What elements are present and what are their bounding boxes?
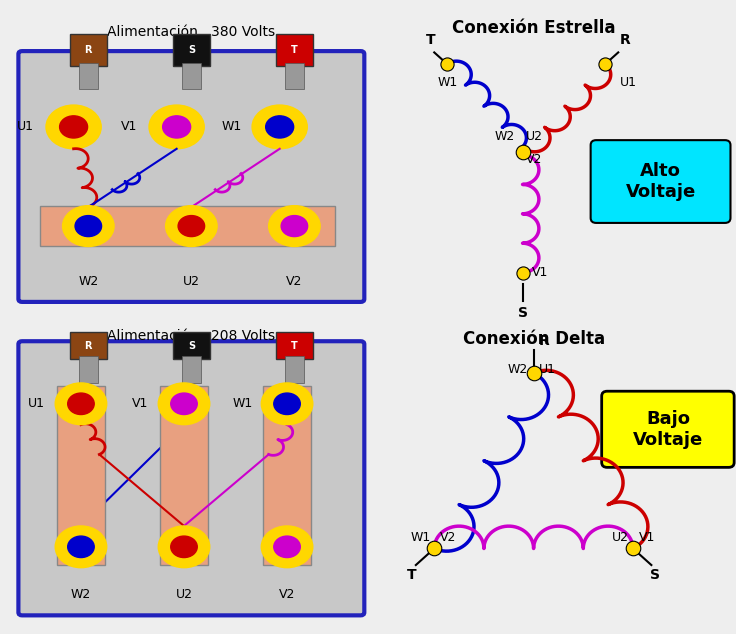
Circle shape xyxy=(281,216,308,236)
Text: W2: W2 xyxy=(495,131,515,143)
Text: U2: U2 xyxy=(526,131,543,143)
Text: V1: V1 xyxy=(639,531,655,543)
Text: T: T xyxy=(425,34,436,48)
Bar xyxy=(285,63,304,89)
Text: U2: U2 xyxy=(183,275,200,288)
Text: R: R xyxy=(85,340,92,351)
Text: U1: U1 xyxy=(620,75,637,89)
Text: R: R xyxy=(620,34,631,48)
Circle shape xyxy=(261,526,313,567)
Bar xyxy=(285,356,304,383)
FancyBboxPatch shape xyxy=(18,341,364,616)
FancyBboxPatch shape xyxy=(18,51,364,302)
Text: W1: W1 xyxy=(222,120,242,133)
Text: W2: W2 xyxy=(508,363,528,376)
Text: W1: W1 xyxy=(438,75,459,89)
Text: W1: W1 xyxy=(410,531,431,543)
Text: U2: U2 xyxy=(612,531,629,543)
Text: V1: V1 xyxy=(531,266,548,279)
Circle shape xyxy=(171,536,197,557)
Circle shape xyxy=(274,393,300,415)
Text: S: S xyxy=(650,568,660,583)
Bar xyxy=(57,386,105,565)
Circle shape xyxy=(60,116,88,138)
Circle shape xyxy=(163,116,191,138)
Circle shape xyxy=(171,393,197,415)
Point xyxy=(599,59,611,69)
Point xyxy=(442,59,453,69)
Text: V2: V2 xyxy=(439,531,456,543)
Circle shape xyxy=(178,216,205,236)
Bar xyxy=(263,386,311,565)
Bar xyxy=(70,34,107,66)
Text: Alto
Voltaje: Alto Voltaje xyxy=(626,162,696,201)
Circle shape xyxy=(55,383,107,425)
Point xyxy=(428,543,440,553)
Circle shape xyxy=(158,383,210,425)
Text: V2: V2 xyxy=(286,275,302,288)
Circle shape xyxy=(55,526,107,567)
Bar xyxy=(173,332,210,359)
Bar xyxy=(70,332,107,359)
Circle shape xyxy=(158,526,210,567)
Circle shape xyxy=(274,536,300,557)
Circle shape xyxy=(75,216,102,236)
Text: Alimentación   380 Volts: Alimentación 380 Volts xyxy=(107,25,275,39)
Text: Conexión Estrella: Conexión Estrella xyxy=(452,19,615,37)
Bar xyxy=(40,205,335,247)
Circle shape xyxy=(252,105,308,149)
Circle shape xyxy=(269,205,320,247)
Text: S: S xyxy=(517,306,528,320)
Bar xyxy=(79,356,97,383)
Text: R: R xyxy=(85,44,92,55)
Text: Alimentación   208 Volts: Alimentación 208 Volts xyxy=(107,329,275,343)
Text: V2: V2 xyxy=(526,153,542,166)
Text: Conexión Delta: Conexión Delta xyxy=(462,330,605,348)
Point xyxy=(517,268,528,278)
Text: W1: W1 xyxy=(233,398,253,410)
FancyBboxPatch shape xyxy=(602,391,735,467)
Text: Bajo
Voltaje: Bajo Voltaje xyxy=(633,410,703,449)
Text: U2: U2 xyxy=(175,588,193,601)
Text: W2: W2 xyxy=(78,275,99,288)
Circle shape xyxy=(68,536,94,557)
Bar xyxy=(276,34,313,66)
Text: T: T xyxy=(291,44,298,55)
Point xyxy=(627,543,639,553)
Point xyxy=(528,368,539,378)
Text: V1: V1 xyxy=(132,398,148,410)
Circle shape xyxy=(149,105,205,149)
Circle shape xyxy=(46,105,101,149)
Circle shape xyxy=(261,383,313,425)
Circle shape xyxy=(68,393,94,415)
Circle shape xyxy=(166,205,217,247)
FancyBboxPatch shape xyxy=(590,140,730,223)
Text: T: T xyxy=(291,340,298,351)
Text: V2: V2 xyxy=(279,588,295,601)
Text: W2: W2 xyxy=(71,588,91,601)
Text: S: S xyxy=(188,44,195,55)
Bar xyxy=(183,63,200,89)
Bar xyxy=(79,63,97,89)
Bar xyxy=(173,34,210,66)
Text: S: S xyxy=(188,340,195,351)
Bar xyxy=(183,356,200,383)
Point xyxy=(517,146,528,157)
Text: U1: U1 xyxy=(17,120,35,133)
Text: V1: V1 xyxy=(121,120,137,133)
Text: T: T xyxy=(407,568,417,583)
Bar xyxy=(160,386,208,565)
Bar xyxy=(276,332,313,359)
Circle shape xyxy=(63,205,114,247)
Text: U1: U1 xyxy=(28,398,46,410)
Text: R: R xyxy=(539,334,550,348)
Text: U1: U1 xyxy=(539,363,556,376)
Circle shape xyxy=(266,116,294,138)
